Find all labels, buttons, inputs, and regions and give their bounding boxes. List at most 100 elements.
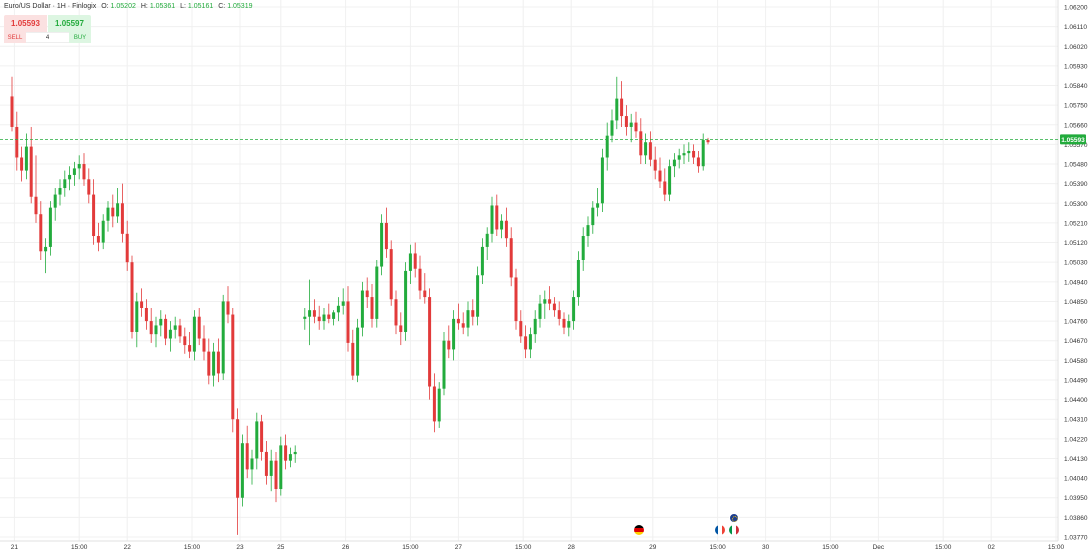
chart-header: Euro/US Dollar · 1H · Finlogix O: 1.0520… — [4, 3, 253, 10]
y-tick-label: 1.05930 — [1064, 63, 1088, 70]
bullish-candle — [586, 216, 590, 247]
bearish-candle — [620, 81, 624, 127]
y-tick-label: 1.04130 — [1064, 456, 1088, 463]
x-tick-label: 21 — [11, 544, 19, 551]
bullish-candle — [576, 251, 580, 306]
bearish-candle — [658, 157, 662, 189]
x-tick-label: 29 — [649, 544, 657, 551]
bullish-candle — [77, 155, 81, 180]
quantity-input[interactable]: 4 — [26, 32, 69, 43]
bullish-candle — [48, 201, 52, 256]
bullish-candle — [644, 133, 648, 165]
bearish-candle — [260, 414, 264, 461]
bearish-candle — [92, 179, 96, 245]
bearish-candle — [120, 183, 124, 243]
bearish-candle — [706, 137, 710, 145]
sell-price-button[interactable]: 1.05593 — [4, 15, 47, 32]
bullish-candle — [572, 290, 576, 330]
bullish-candle — [58, 179, 62, 206]
buy-button[interactable]: BUY — [69, 32, 91, 43]
bearish-candle — [87, 168, 91, 204]
bullish-candle — [322, 307, 326, 330]
italy-flag-icon[interactable] — [729, 525, 739, 535]
bearish-candle — [264, 441, 268, 485]
x-axis: 21 15:00 22 15:00 23 25 26 15:00 27 15:00 28 29 15:0… — [11, 544, 1065, 551]
bearish-candle — [548, 286, 552, 311]
bullish-candle — [341, 288, 345, 315]
bullish-candle — [476, 266, 480, 326]
x-tick-label: 23 — [236, 544, 244, 551]
germany-flag-icon[interactable] — [634, 525, 644, 535]
bullish-candle — [44, 238, 48, 274]
buy-price-button[interactable]: 1.05597 — [48, 15, 91, 32]
x-tick-label: Dec — [873, 544, 885, 551]
bullish-candle — [336, 297, 340, 322]
bullish-candle — [221, 294, 225, 380]
bullish-candle — [528, 327, 532, 359]
bearish-candle — [96, 222, 100, 252]
y-tick-label: 1.05030 — [1064, 260, 1088, 267]
bearish-candle — [413, 242, 417, 278]
bearish-candle — [111, 194, 115, 228]
current-price-label: 1.05593 — [1061, 137, 1085, 144]
bullish-candle — [356, 318, 360, 383]
x-tick-label: 15:00 — [515, 544, 532, 551]
bullish-candle — [437, 382, 441, 428]
close-value: 1.05319 — [227, 3, 253, 10]
bullish-candle — [677, 148, 681, 169]
bullish-candle — [250, 449, 254, 485]
bullish-candle — [380, 214, 384, 276]
bearish-candle — [447, 325, 451, 359]
bearish-candle — [346, 286, 350, 352]
bearish-candle — [365, 277, 369, 308]
y-tick-label: 1.04040 — [1064, 476, 1088, 483]
bearish-candle — [144, 299, 148, 330]
bullish-candle — [596, 188, 600, 217]
bearish-candle — [178, 318, 182, 343]
bullish-candle — [269, 449, 273, 492]
bearish-candle — [557, 301, 561, 326]
bearish-candle — [432, 373, 436, 433]
bullish-candle — [490, 196, 494, 243]
bearish-candle — [384, 207, 388, 258]
bullish-candle — [168, 321, 172, 352]
bearish-candle — [202, 325, 206, 361]
bullish-candle — [72, 161, 76, 186]
x-tick-label: 15:00 — [935, 544, 952, 551]
low-value: 1.05161 — [187, 3, 214, 10]
bullish-candle — [538, 294, 542, 328]
bearish-candle — [552, 297, 556, 317]
x-tick-label: 22 — [124, 544, 132, 551]
high-label: H: — [140, 3, 148, 10]
bullish-candle — [192, 310, 196, 361]
symbol-title: Euro/US Dollar · 1H · Finlogix — [4, 3, 97, 10]
bullish-candle — [600, 148, 604, 213]
y-tick-label: 1.04760 — [1064, 319, 1088, 326]
sell-button[interactable]: SELL — [4, 32, 26, 43]
bearish-candle — [624, 105, 628, 136]
bullish-candle — [581, 227, 585, 271]
france-flag-icon[interactable] — [715, 525, 725, 535]
bearish-candle — [15, 111, 19, 171]
bearish-candle — [495, 194, 499, 237]
bullish-candle — [500, 214, 504, 239]
bullish-candle — [404, 262, 408, 341]
y-tick-label: 1.04670 — [1064, 338, 1088, 345]
eu-flag-icon[interactable] — [729, 513, 739, 523]
bullish-candle — [375, 260, 379, 328]
y-tick-label: 1.05750 — [1064, 103, 1088, 110]
bullish-candle — [173, 316, 177, 339]
bullish-candle — [68, 166, 72, 191]
bullish-candle — [452, 310, 456, 361]
chart-grid — [0, 0, 1058, 541]
bearish-candle — [423, 273, 427, 304]
x-tick-label: 15:00 — [709, 544, 726, 551]
bearish-candle — [20, 146, 24, 182]
bullish-candle — [332, 310, 336, 326]
bearish-candle — [207, 338, 211, 385]
x-tick-label: 15:00 — [822, 544, 839, 551]
y-tick-label: 1.05300 — [1064, 201, 1088, 208]
bearish-candle — [692, 144, 696, 165]
x-tick-label: 30 — [762, 544, 770, 551]
